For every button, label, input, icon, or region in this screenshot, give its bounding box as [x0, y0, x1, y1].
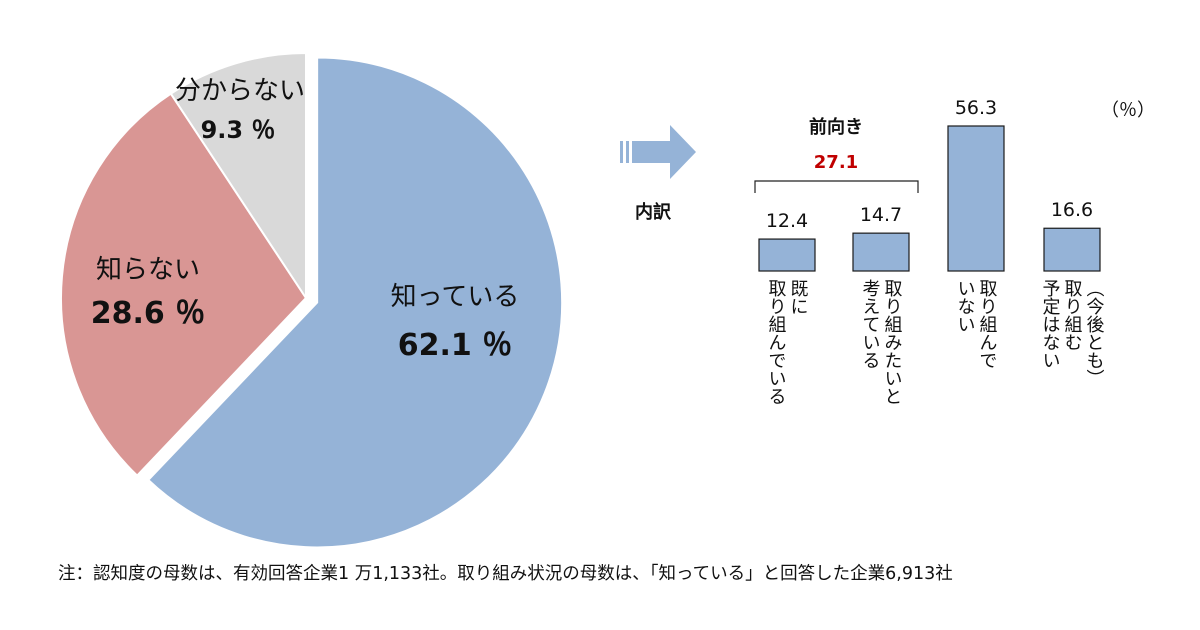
arrow-icon [620, 125, 696, 179]
footnote: 注：認知度の母数は、有効回答企業1 万1,133社。取り組み状況の母数は、「知っ… [58, 564, 953, 584]
bar-2 [852, 232, 910, 272]
category-label: （今後とも） [1084, 279, 1105, 387]
bar-value-label: 56.3 [955, 97, 997, 119]
category-label: 既に [788, 279, 809, 315]
pie-chart [60, 51, 564, 549]
slice-value-dont-know: 28.6 ％ [91, 296, 205, 331]
group-bracket [754, 180, 919, 193]
category-label: 取り組んで [977, 279, 998, 369]
category-label: いない [955, 279, 976, 333]
bar-value-label: 16.6 [1051, 199, 1093, 221]
unit-label: （％） [1101, 100, 1155, 121]
slice-label-unsure: 分からない [175, 76, 305, 106]
slice-value-know: 62.1 ％ [398, 328, 512, 363]
bar-3 [947, 125, 1005, 272]
bar-value-label: 14.7 [860, 204, 902, 226]
slice-label-dont-know: 知らない [96, 255, 200, 285]
bar-1 [758, 238, 816, 272]
pie-labels: 知っている 62.1 ％ 知らない 28.6 ％ 分からない 9.3 ％ [91, 76, 520, 363]
bar-4 [1043, 227, 1101, 272]
category-label: 考えている [860, 279, 881, 369]
breakdown-label: 内訳 [635, 201, 672, 223]
pie-slice-dont-know [60, 92, 308, 477]
category-label: 取り組みたいと [882, 279, 903, 405]
category-label: 予定はない [1040, 279, 1061, 369]
bar-value-label: 12.4 [766, 210, 808, 232]
slice-label-know: 知っている [391, 282, 520, 312]
category-label: 取り組んでいる [766, 279, 787, 405]
pie-slice-unsure [169, 51, 307, 302]
slice-value-unsure: 9.3 ％ [201, 116, 276, 144]
pie-slice-know [146, 56, 564, 549]
group-label: 前向き [809, 116, 863, 138]
category-label: 取り組む [1062, 279, 1083, 351]
group-value: 27.1 [814, 152, 858, 173]
